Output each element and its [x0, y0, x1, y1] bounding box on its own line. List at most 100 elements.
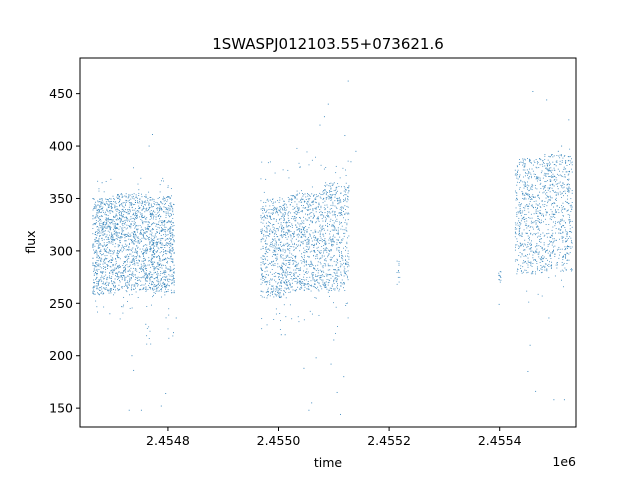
data-point	[294, 198, 296, 199]
data-point	[281, 269, 283, 271]
data-point	[140, 216, 142, 218]
data-point	[156, 285, 158, 286]
data-point	[131, 242, 133, 244]
data-point	[140, 277, 142, 279]
data-point	[341, 255, 343, 257]
data-point	[277, 230, 279, 232]
data-point	[129, 211, 131, 213]
data-point	[279, 296, 281, 298]
data-point	[289, 263, 291, 265]
data-point	[143, 245, 145, 247]
data-point	[136, 216, 138, 218]
data-point	[523, 194, 525, 196]
data-point	[124, 235, 126, 237]
data-point	[269, 216, 271, 218]
data-point	[323, 215, 325, 217]
data-point	[536, 188, 538, 190]
data-point	[547, 200, 549, 202]
data-point	[537, 204, 539, 206]
data-point	[134, 232, 136, 233]
data-point	[264, 214, 265, 216]
data-point	[281, 235, 283, 237]
data-point	[147, 198, 149, 200]
data-point	[538, 245, 540, 247]
data-point	[153, 215, 155, 217]
data-point	[289, 262, 291, 264]
data-point	[173, 225, 175, 226]
data-point	[164, 252, 166, 254]
data-point	[173, 252, 175, 254]
data-point	[169, 221, 170, 223]
data-point	[272, 261, 274, 263]
data-point	[571, 231, 573, 233]
data-point	[310, 220, 312, 222]
data-point	[516, 181, 518, 183]
data-point	[150, 258, 152, 260]
data-point	[129, 225, 131, 227]
data-point	[143, 271, 145, 273]
data-point	[556, 262, 558, 264]
data-point	[535, 203, 537, 205]
data-point	[119, 241, 121, 243]
data-point	[549, 180, 551, 182]
data-point	[143, 255, 144, 257]
data-point	[544, 204, 546, 205]
data-point	[520, 204, 522, 206]
data-point	[103, 223, 104, 225]
data-point	[159, 225, 161, 226]
data-point	[325, 232, 327, 234]
data-point	[269, 271, 271, 273]
data-point	[524, 221, 526, 223]
data-point	[119, 219, 121, 221]
data-point	[146, 217, 148, 219]
data-point	[311, 193, 313, 195]
data-point	[540, 222, 542, 224]
data-point	[279, 281, 281, 283]
data-point	[307, 243, 309, 245]
data-point	[528, 203, 530, 205]
data-point	[347, 317, 349, 319]
data-point	[290, 256, 292, 258]
data-point	[561, 226, 562, 228]
data-point	[110, 209, 112, 211]
data-point	[140, 226, 142, 228]
data-point	[317, 275, 319, 277]
data-point	[532, 194, 534, 196]
data-point	[315, 221, 317, 223]
data-point	[158, 257, 160, 259]
data-point	[535, 166, 537, 168]
data-point	[336, 186, 338, 188]
data-point	[153, 201, 155, 203]
data-point	[160, 202, 162, 204]
data-point	[147, 237, 149, 239]
data-point	[312, 208, 314, 210]
data-point	[345, 169, 346, 171]
data-point	[346, 230, 348, 232]
data-point	[145, 202, 147, 204]
data-point	[153, 294, 154, 296]
data-point	[277, 214, 279, 216]
data-point	[142, 233, 144, 235]
data-point	[301, 205, 303, 206]
data-point	[164, 235, 166, 237]
data-point	[171, 206, 172, 208]
data-point	[543, 191, 545, 193]
data-point	[327, 291, 329, 293]
data-point	[283, 282, 285, 284]
data-point	[537, 178, 539, 180]
data-point	[131, 294, 133, 295]
data-point	[569, 219, 571, 221]
data-point	[334, 272, 336, 274]
data-point	[148, 209, 150, 211]
data-point	[557, 185, 558, 187]
data-point	[276, 207, 278, 209]
data-point	[135, 226, 136, 228]
data-point	[112, 243, 114, 245]
data-point	[92, 263, 94, 265]
data-point	[106, 277, 108, 279]
data-point	[294, 272, 296, 274]
data-point	[277, 244, 279, 246]
data-point	[536, 161, 538, 163]
data-point	[93, 279, 95, 281]
data-point	[523, 198, 525, 200]
